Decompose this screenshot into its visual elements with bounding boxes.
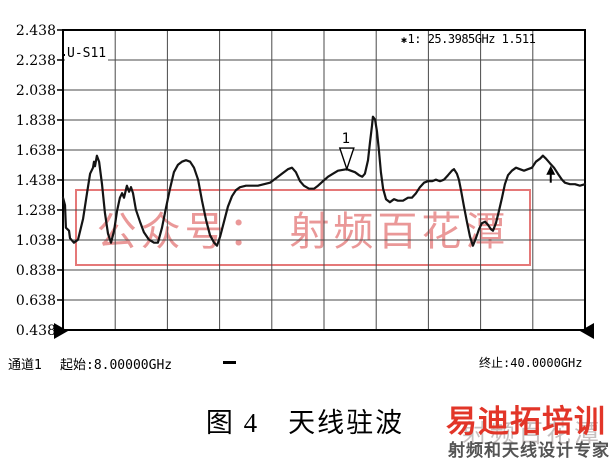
- y-axis-label: 2.238: [16, 53, 56, 69]
- trace-style-dash-icon: [223, 361, 236, 364]
- watermark-brand: 易迪拓培训: [446, 404, 606, 440]
- y-axis-label: 0.438: [16, 323, 56, 339]
- up-arrow-head-icon: [546, 165, 556, 175]
- y-axis-label: 1.638: [16, 143, 56, 159]
- y-axis-label: 0.838: [16, 263, 56, 279]
- sweep-start-triangle-icon: [54, 323, 68, 339]
- channel-label: 通道1: [8, 358, 42, 373]
- y-axis-label: 1.238: [16, 203, 56, 219]
- vswr-chart-plot: 2.438 2.238 2.038 1.838 1.638 1.438 1.238 1.038…: [16, 23, 594, 339]
- trace-label: U-S11: [65, 46, 109, 61]
- y-axis-label: 2.038: [16, 83, 56, 99]
- watermark-tagline: 射频和天线设计专家: [448, 441, 610, 458]
- y-axis-label: 2.438: [16, 23, 56, 39]
- y-axis-label: 0.638: [16, 293, 56, 309]
- marker-star-icon: ✱: [401, 35, 407, 46]
- y-axis-label: 1.438: [16, 173, 56, 189]
- marker-readout: ✱1: 25.3985GHz 1.511: [401, 32, 536, 46]
- stop-frequency-label: 终止:40.0000GHz: [479, 356, 583, 370]
- vswr-trace: [61, 115, 587, 247]
- watermark-corner-gray: 射频百花潭: [462, 419, 603, 448]
- marker-1-label: 1: [342, 131, 350, 147]
- sweep-stop-triangle-icon: [580, 323, 594, 339]
- y-axis-label: 1.838: [16, 113, 56, 129]
- y-axis-label: 1.038: [16, 233, 56, 249]
- figure-caption: 图 4 天线驻波: [205, 408, 405, 438]
- start-frequency-label: 起始:8.00000GHz: [60, 358, 173, 373]
- plot-border: [62, 29, 586, 331]
- marker-readout-text: 1: 25.3985GHz 1.511: [407, 32, 536, 46]
- marker-1-triangle-icon: [338, 147, 355, 172]
